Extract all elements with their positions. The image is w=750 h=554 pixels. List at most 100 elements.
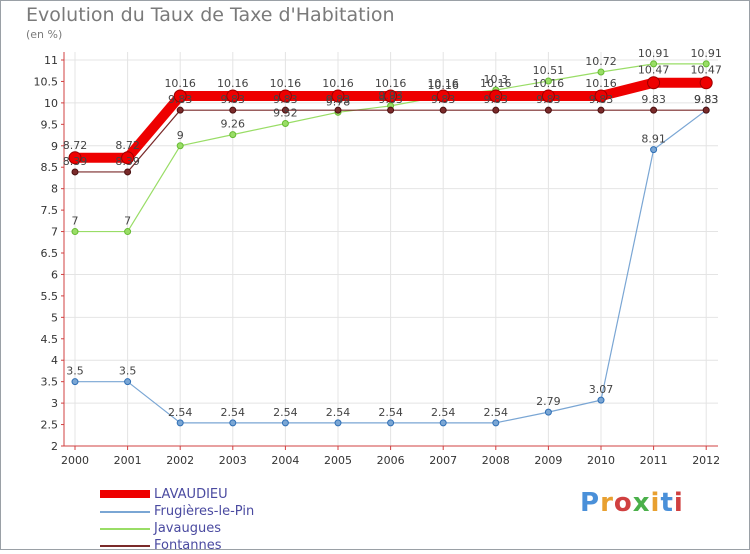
data-point [229,131,237,139]
x-tick-label: 2008 [482,454,510,467]
data-point [121,151,135,165]
brand-letter: P [580,488,601,518]
data-label: 9.83 [589,93,614,106]
data-label: 10.47 [690,64,722,77]
data-label: 8.72 [63,139,88,152]
data-point [176,106,184,114]
y-tick-label: 4 [51,354,58,367]
data-label: 2.54 [221,406,246,419]
data-point [124,168,132,176]
y-tick-label: 4.5 [41,333,59,346]
data-label: 10.72 [585,55,617,68]
y-tick-label: 7 [51,226,58,239]
data-label: 3.5 [66,365,84,378]
data-point [281,419,289,427]
data-point [702,60,710,68]
data-label: 10.3 [484,73,509,86]
y-tick-label: 11 [44,54,58,67]
data-label: 10.91 [638,47,670,60]
data-point [541,89,555,103]
data-point [334,106,342,114]
proxiti-logo: Proxiti [580,488,684,518]
data-point [647,76,661,90]
data-label: 10.91 [690,47,722,60]
data-label: 9.52 [273,106,298,119]
data-label: 7 [124,215,131,228]
data-label: 9.26 [221,118,246,131]
y-tick-label: 9.5 [41,118,59,131]
data-point [176,142,184,150]
data-label: 2.79 [536,395,561,408]
data-label: 10.16 [270,77,302,90]
data-label: 9.83 [484,93,509,106]
data-label: 2.54 [326,406,351,419]
legend-label-frugieres: Frugières-le-Pin [154,504,255,519]
data-point [71,168,79,176]
y-tick-label: 9 [51,140,58,153]
y-tick-label: 2.5 [41,419,59,432]
y-tick-label: 5 [51,311,58,324]
brand-letter: x [632,488,651,518]
data-label: 8.91 [641,133,666,146]
brand-letter: t [660,488,674,518]
x-tick-label: 2000 [61,454,89,467]
x-tick-label: 2002 [166,454,194,467]
data-point [544,77,552,85]
data-point [544,408,552,416]
data-point [650,60,658,68]
chart-subtitle: (en %) [26,28,63,41]
data-label: 10.16 [533,77,565,90]
x-tick-label: 2011 [640,454,668,467]
x-tick-label: 2007 [429,454,457,467]
x-tick-label: 2010 [587,454,615,467]
legend-swatch-javaugues [100,528,150,530]
data-point [699,76,713,90]
x-tick-label: 2001 [114,454,142,467]
legend-swatch-fontannes [100,545,150,547]
legend-label-lavaudieu: LAVAUDIEU [154,487,228,502]
y-tick-label: 7.5 [41,204,59,217]
data-label: 9.83 [168,93,193,106]
data-point [597,396,605,404]
data-point [597,68,605,76]
data-point [650,146,658,154]
data-point [650,106,658,114]
data-label: 9.83 [694,93,719,106]
data-label: 9.78 [326,95,351,108]
data-label: 10.51 [533,64,565,77]
data-label: 10.16 [322,77,354,90]
chart-title: Evolution du Taux de Taxe d'Habitation [26,4,395,26]
data-label: 2.54 [484,406,509,419]
data-point [71,228,79,236]
y-tick-label: 8 [51,183,58,196]
data-point [226,89,240,103]
y-tick-label: 10.5 [34,75,59,88]
legend-label-javaugues: Javaugues [154,521,221,536]
data-point [702,106,710,114]
data-point [68,151,82,165]
legend-swatch-frugieres [100,511,150,513]
y-tick-label: 6 [51,268,58,281]
y-tick-label: 2 [51,440,58,453]
data-label: 3.07 [589,383,614,396]
data-point [176,419,184,427]
data-point [387,419,395,427]
data-label: 9.83 [536,93,561,106]
x-tick-label: 2004 [271,454,299,467]
y-tick-label: 3.5 [41,376,59,389]
data-label: 2.54 [168,406,193,419]
data-point [492,106,500,114]
data-label: 10.16 [164,77,196,90]
x-tick-label: 2005 [324,454,352,467]
data-point [439,106,447,114]
data-label: 8.39 [115,155,140,168]
data-label: 9.83 [326,93,351,106]
data-point [334,419,342,427]
data-point [281,106,289,114]
data-label: 9.93 [378,89,403,102]
data-point [124,378,132,386]
data-label: 10.16 [427,79,459,92]
data-point [71,378,79,386]
data-point [436,89,450,103]
